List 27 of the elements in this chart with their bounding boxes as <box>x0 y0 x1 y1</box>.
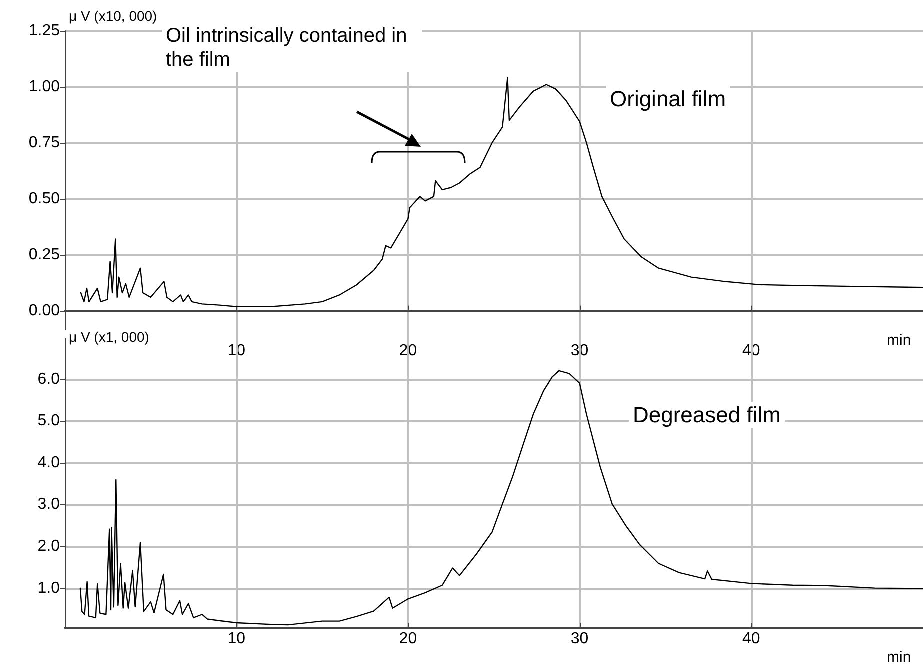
series-label: Degreased film <box>633 402 781 428</box>
x-tick-label: 30 <box>570 342 589 360</box>
x-tick-label: 40 <box>742 630 760 648</box>
y-tick-label: 4.0 <box>38 454 60 472</box>
y-tick-label: 0.50 <box>28 190 60 208</box>
annotation: Oil intrinsically contained in the film <box>162 24 422 72</box>
y-tick-label: 0.25 <box>28 246 60 264</box>
y-axis-title: μ V (x1, 000) <box>69 329 150 345</box>
line-series <box>80 77 923 308</box>
y-tick-label: 1.0 <box>38 580 60 597</box>
y-tick-label: 2.0 <box>38 538 60 555</box>
y-tick-label: 3.0 <box>38 496 60 514</box>
y-tick-label: 5.0 <box>38 412 60 430</box>
x-tick-label: 10 <box>228 630 246 648</box>
y-tick-label: 1.00 <box>28 78 60 96</box>
y-tick-label: 6.0 <box>38 370 60 388</box>
y-tick-label: 0.00 <box>28 302 60 320</box>
x-axis-title: min <box>887 649 912 665</box>
y-tick-label: 0.75 <box>28 134 60 152</box>
x-tick-label: 30 <box>570 630 589 648</box>
line-series <box>80 370 923 626</box>
y-tick-label: 1.25 <box>28 22 60 40</box>
x-tick-label: 20 <box>399 342 418 360</box>
x-tick-label: 20 <box>399 630 418 648</box>
series-label: Original film <box>610 86 726 112</box>
x-axis-title: min <box>887 332 912 349</box>
y-axis-title: μ V (x10, 000) <box>69 8 158 24</box>
